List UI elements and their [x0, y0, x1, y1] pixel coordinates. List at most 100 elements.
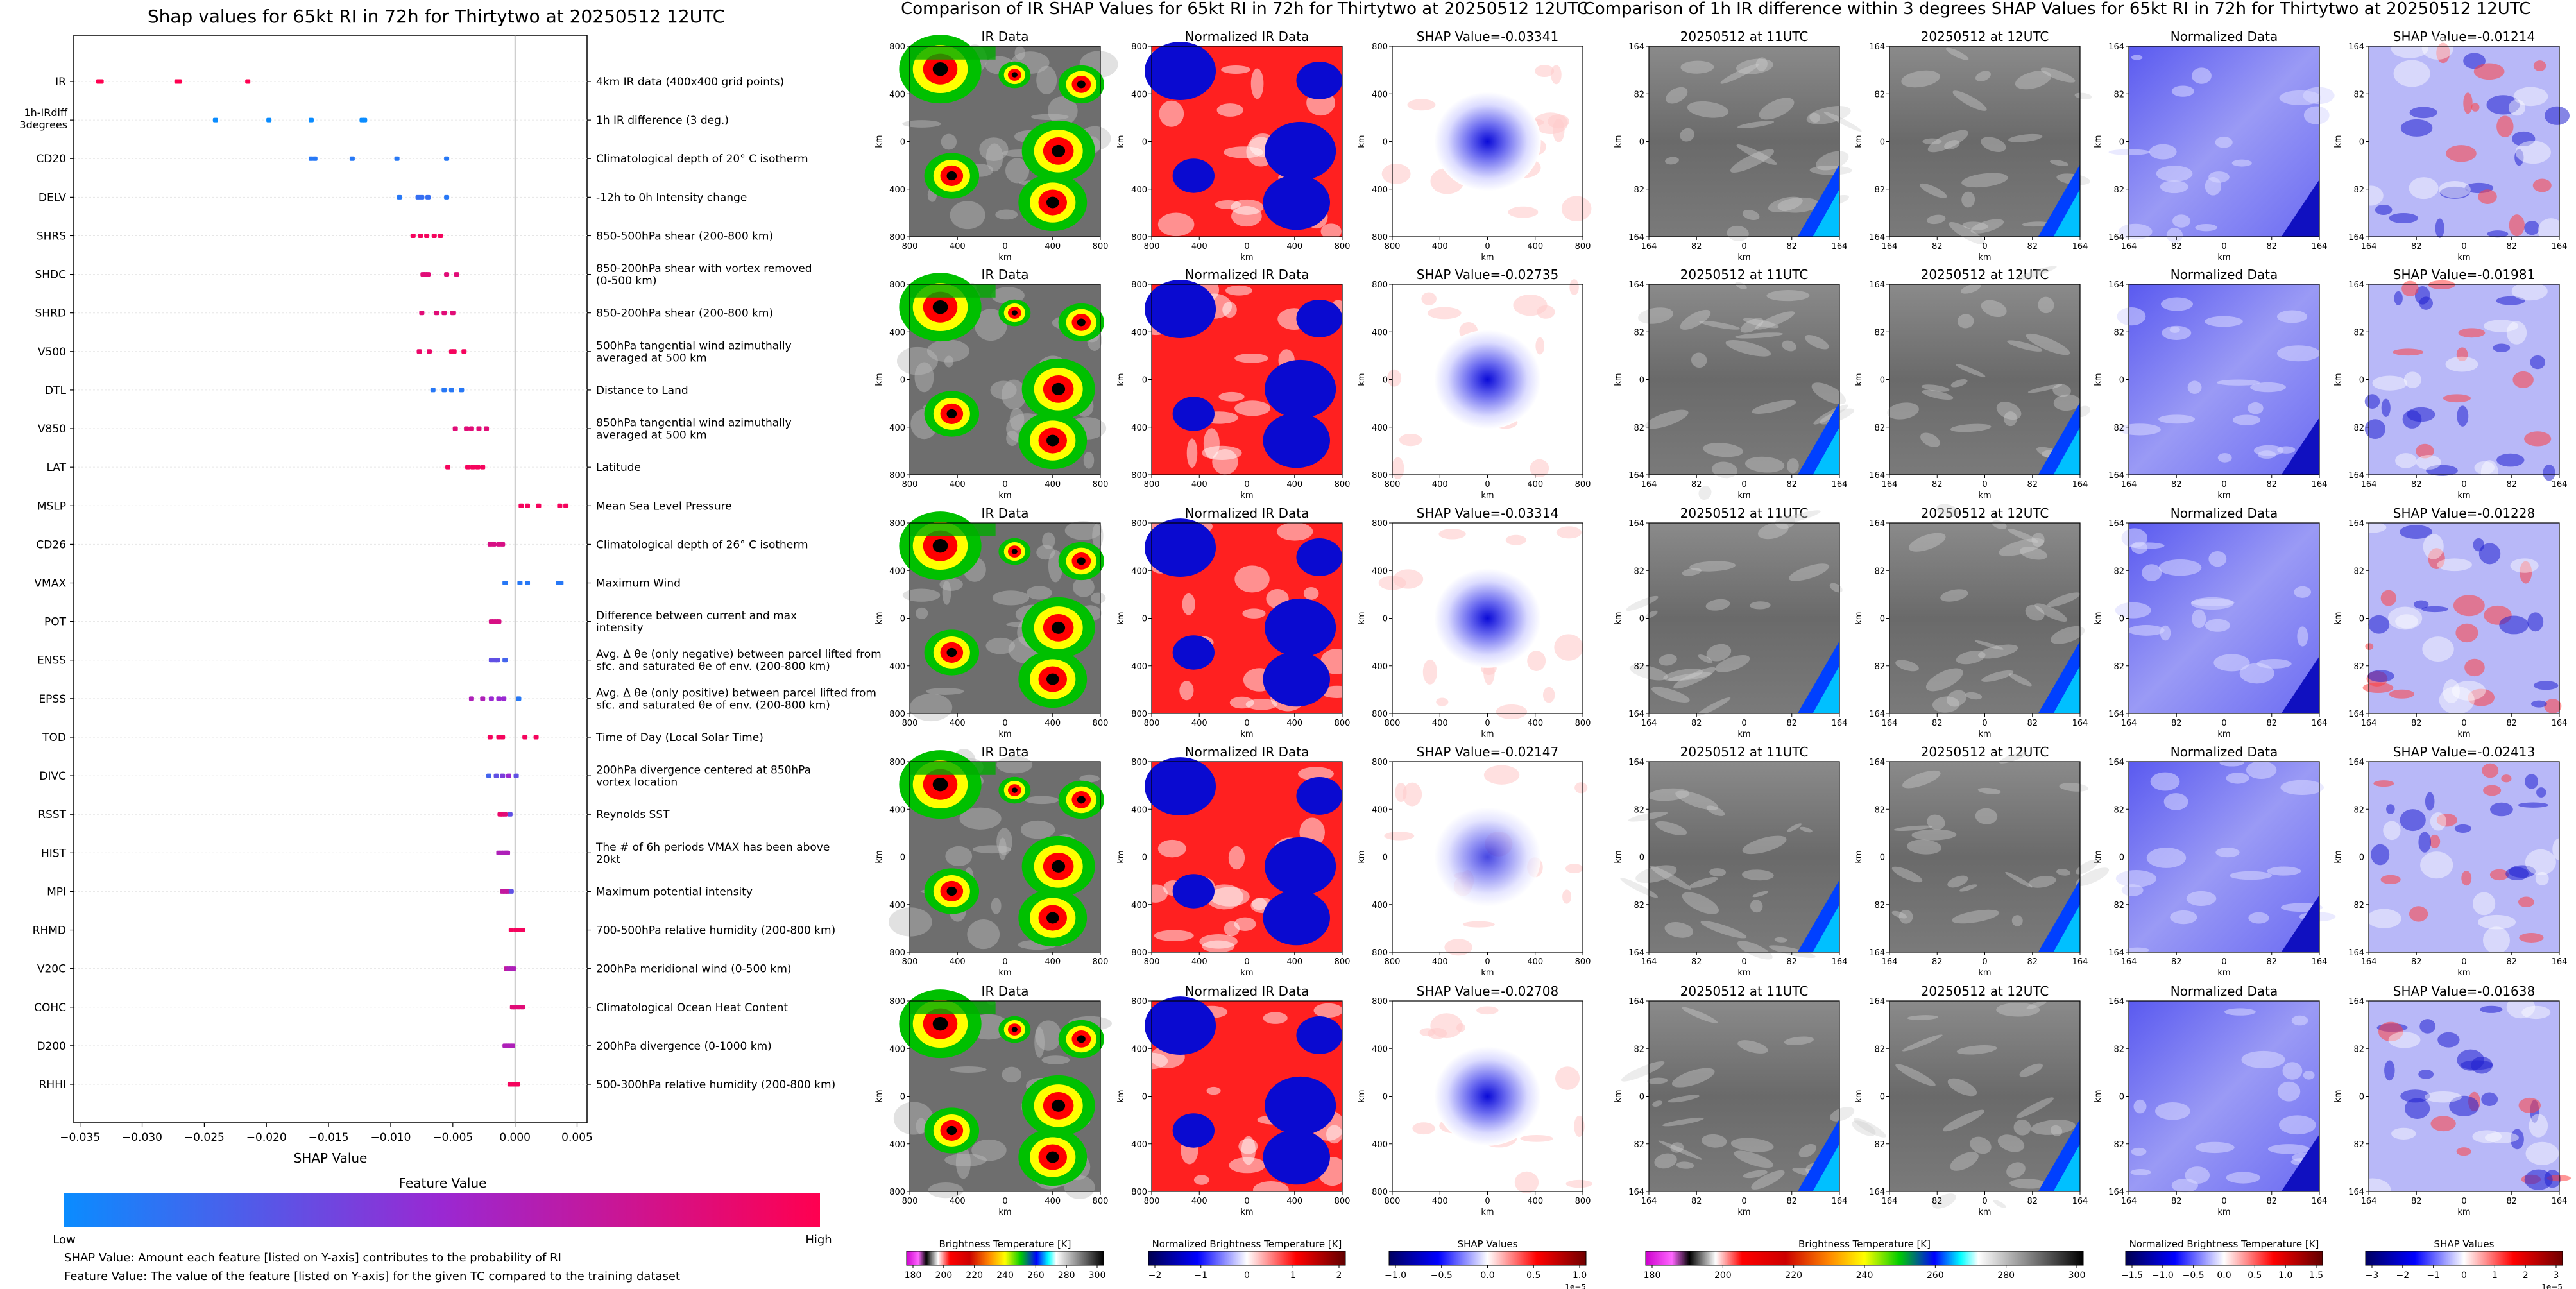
x-tick-label: 164 [2361, 1197, 2377, 1206]
y-tick-label: 400 [1131, 185, 1147, 195]
y-tick-label: 0 [1639, 615, 1644, 624]
convective-cell-peak [1052, 621, 1066, 634]
subplot-title: 20250512 at 12UTC [1921, 29, 2049, 44]
shap-point [266, 117, 272, 123]
x-tick-label: 400 [1527, 719, 1543, 728]
x-tick-label: 164 [1882, 719, 1898, 728]
x-tick-label: 0 [1982, 957, 1987, 967]
x-axis-label: km [1240, 730, 1253, 739]
shap-value-note: SHAP Value: Amount each feature [listed … [64, 1251, 561, 1265]
shap-positive-blob [1463, 921, 1495, 928]
y-tick-label: 164 [1628, 280, 1644, 290]
colorbar-tick-label: 1.0 [1573, 1270, 1587, 1281]
cloud-streak [1655, 821, 1687, 835]
colorbar-tick-label: 0.0 [1480, 1270, 1494, 1281]
y-tick-label: 164 [1628, 42, 1644, 52]
y-axis-label: km [1614, 135, 1623, 148]
shap-point [480, 696, 486, 701]
cloud-streak [1977, 787, 2001, 794]
shap-negative-patch [2367, 670, 2394, 683]
shap-positive-patch [2458, 328, 2486, 338]
y-tick-label: 800 [1131, 233, 1147, 243]
shap-positive-patch [2430, 1116, 2456, 1132]
cloud-streak [1907, 839, 1942, 855]
normalized-blob [1193, 1175, 1209, 1185]
normalized-blob [1263, 1012, 1288, 1024]
cloud-streak [1907, 1015, 1938, 1020]
shap-negative-patch [2499, 615, 2529, 635]
cold-cloud-region [1263, 413, 1330, 468]
cloud-streak [2076, 867, 2110, 886]
normalized-blob [1154, 930, 1194, 941]
normalized-blob [1225, 285, 1252, 296]
cloud-streak [1809, 112, 1820, 123]
y-tick-label: 400 [889, 1045, 905, 1054]
y-tick-label: 800 [1372, 471, 1388, 481]
normalized-streak [2121, 884, 2144, 896]
y-tick-label: 82 [1633, 328, 1644, 337]
normalized-streak [2187, 380, 2202, 394]
shap-point [536, 503, 542, 508]
y-tick-label: 0 [1142, 853, 1147, 863]
shap-neutral-patch [2506, 321, 2527, 345]
cloud-blob [998, 837, 1007, 860]
subplot-title: SHAP Value=-0.03314 [1417, 506, 1558, 521]
shap-point [465, 465, 471, 470]
y-axis-label: km [1116, 611, 1126, 624]
feature-description-label: Mean Sea Level Pressure [596, 500, 732, 513]
shap-positive-patch [2378, 1021, 2403, 1042]
normalized-corner [2281, 179, 2319, 237]
y-tick-label: 82 [2113, 901, 2124, 910]
x-tick-label: 82 [2506, 242, 2517, 252]
x-tick-label: 400 [1286, 1197, 1302, 1206]
y-tick-label: 82 [2353, 423, 2364, 433]
y-tick-label: 400 [1131, 805, 1147, 815]
cloud-streak [1620, 878, 1658, 898]
cloud-streak [1901, 70, 1940, 88]
y-tick-label: 82 [2113, 1140, 2124, 1150]
normalized-streak [2248, 402, 2264, 414]
y-tick-label: 164 [2348, 42, 2364, 52]
shap-point [486, 773, 491, 778]
subplot-title: 20250512 at 12UTC [1921, 744, 2049, 760]
ir-diff-image-background [1889, 1001, 2080, 1191]
cold-cloud-region [1296, 1016, 1343, 1054]
shap-positive-patch [2483, 785, 2502, 796]
shap-point [520, 928, 525, 933]
colorbar-exponent: 1e−5 [2541, 1283, 2563, 1289]
shap-neutral-patch [2439, 181, 2471, 198]
y-tick-label: 0 [2359, 1093, 2364, 1102]
colorbar-tick-label: 240 [1856, 1270, 1873, 1281]
x-tick-label: 82 [2411, 1197, 2422, 1206]
shap-positive-patch [2524, 431, 2552, 447]
cloud-streak [1777, 510, 1821, 525]
x-tick-label: 800 [1335, 957, 1351, 967]
subplot-title: 20250512 at 12UTC [1921, 506, 2049, 521]
shap-point [511, 966, 516, 971]
feature-description-label: Avg. Δ θe (only positive) between parcel… [596, 687, 876, 699]
subplot-title: SHAP Value=-0.02708 [1417, 984, 1558, 999]
y-tick-label: 0 [1639, 376, 1644, 386]
shap-positive-patch [2533, 60, 2546, 71]
normalized-streak [2217, 453, 2232, 463]
cloud-streak [1696, 697, 1731, 717]
x-tick-label: 164 [1641, 480, 1657, 490]
cloud-streak [1961, 173, 2008, 188]
feature-description-label: 500hPa tangential wind azimuthally [596, 339, 792, 352]
y-tick-label: 800 [889, 42, 905, 52]
cloud-streak [1946, 690, 1967, 707]
colorbar-label: Normalized Brightness Temperature [K] [2129, 1238, 2319, 1250]
x-tick-label: 400 [1191, 242, 1207, 252]
cloud-streak [1725, 340, 1771, 357]
feature-name-label: ENSS [37, 654, 66, 667]
x-tick-label: 400 [1045, 480, 1061, 490]
cloud-streak [2047, 592, 2081, 607]
feature-name-label: V500 [38, 346, 66, 359]
x-axis-label: km [2217, 491, 2230, 500]
y-tick-label: 400 [1372, 567, 1388, 576]
y-axis-label: km [1357, 1089, 1367, 1102]
cloud-blob [1064, 521, 1102, 540]
x-tick-label: 0 [1002, 957, 1007, 967]
shap-positive-blob [1427, 307, 1462, 320]
y-axis-label: km [1854, 135, 1864, 148]
